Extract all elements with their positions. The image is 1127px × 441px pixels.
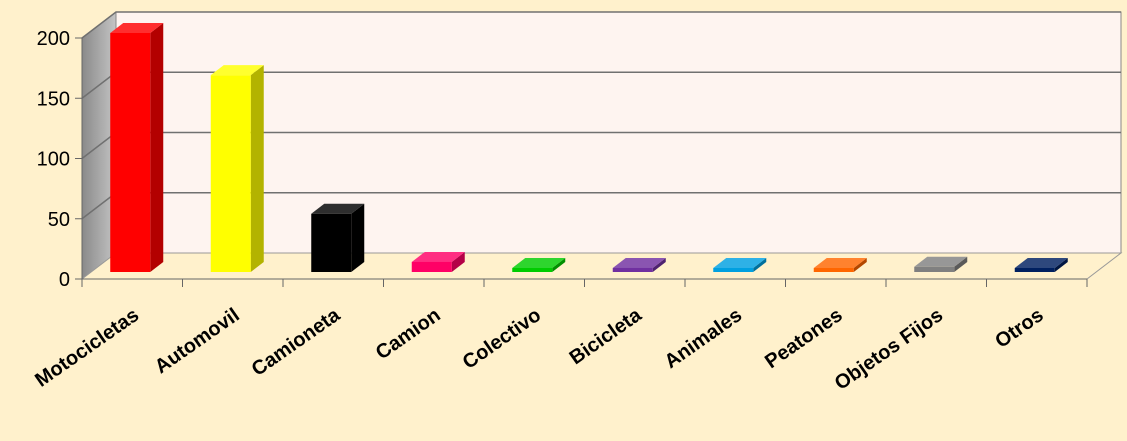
bar-side xyxy=(954,256,968,272)
x-tick-label: Camioneta xyxy=(248,304,345,381)
bar-top xyxy=(713,258,767,268)
bar-top xyxy=(110,23,164,33)
bar-top xyxy=(612,257,666,268)
bar-front xyxy=(813,268,854,272)
gridline xyxy=(81,11,1121,39)
x-tick-label: Motocicletas xyxy=(31,304,143,392)
bar-colectivo xyxy=(512,258,566,272)
bar-front xyxy=(411,261,452,272)
x-tick-label: Bicicleta xyxy=(566,304,647,370)
bar-side xyxy=(652,257,666,272)
bar-front xyxy=(311,213,352,272)
bar-front xyxy=(210,75,251,272)
bar-front xyxy=(110,33,151,272)
x-tick-label: Camion xyxy=(372,304,445,364)
bar-motocicletas xyxy=(110,23,164,272)
bar-bicicleta xyxy=(612,257,666,272)
bars xyxy=(110,23,1068,272)
bar-peatones xyxy=(813,258,867,272)
x-axis: Motocicletas Automovil Camioneta Camion Cole… xyxy=(31,278,1088,395)
bar-side xyxy=(1054,258,1068,272)
bar-camioneta xyxy=(311,203,365,272)
bar-front xyxy=(612,267,653,272)
bar-camion xyxy=(411,251,465,272)
bar-side xyxy=(351,203,365,272)
y-axis: 0 50 100 150 200 xyxy=(37,28,82,291)
y-tick-label: 50 xyxy=(48,209,70,231)
bar-top xyxy=(512,258,566,268)
bar-side xyxy=(150,23,164,272)
bar-side xyxy=(753,258,767,272)
x-tick-label: Animales xyxy=(661,304,746,373)
bar-front xyxy=(713,268,754,272)
bar-side xyxy=(451,251,465,272)
y-tick-label: 0 xyxy=(59,269,70,291)
x-tick-label: Peatones xyxy=(761,304,846,373)
x-tick-label: Otros xyxy=(991,304,1047,353)
y-tick-label: 150 xyxy=(37,88,70,110)
bar-side xyxy=(552,258,566,272)
bar-top xyxy=(210,65,264,76)
bar-top xyxy=(914,256,968,267)
bar-side xyxy=(250,65,264,272)
bar-top xyxy=(311,203,365,214)
x-tick-label: Colectivo xyxy=(459,304,545,374)
bar-automovil xyxy=(210,65,264,272)
bar-side xyxy=(853,258,867,272)
bar-top xyxy=(813,258,867,268)
bar-objetos-fijos xyxy=(914,256,968,272)
y-tick-label: 200 xyxy=(37,28,70,50)
bar-top xyxy=(1014,258,1068,268)
bar-otros xyxy=(1014,258,1068,272)
bar-front xyxy=(512,268,553,272)
bar-front xyxy=(1014,268,1055,272)
bar-front xyxy=(914,266,955,272)
x-tick-label: Automovil xyxy=(151,304,244,378)
x-tick-label: Objetos Fijos xyxy=(831,304,947,395)
bar-top xyxy=(411,251,465,262)
y-tick-label: 100 xyxy=(37,149,70,171)
bar-animales xyxy=(713,258,767,272)
